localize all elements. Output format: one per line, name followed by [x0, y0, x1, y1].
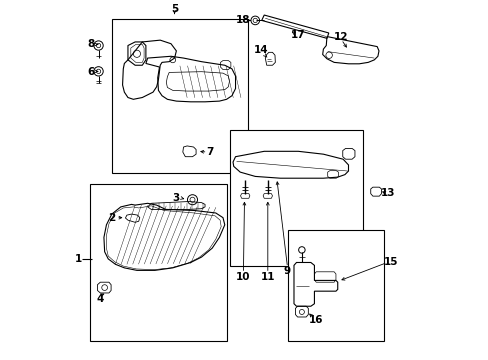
- Bar: [287, 230, 384, 341]
- Text: 3: 3: [172, 193, 180, 203]
- Text: 2: 2: [108, 213, 115, 222]
- Text: 1: 1: [75, 254, 82, 264]
- Text: 9: 9: [284, 266, 290, 276]
- Text: 17: 17: [290, 30, 305, 40]
- Text: 8: 8: [87, 40, 95, 49]
- Bar: [90, 184, 226, 341]
- Text: 6: 6: [87, 67, 95, 77]
- Text: 16: 16: [308, 315, 323, 325]
- Text: 4: 4: [97, 294, 104, 304]
- Text: 12: 12: [333, 32, 348, 41]
- Text: 5: 5: [171, 4, 178, 14]
- Text: 7: 7: [206, 147, 214, 157]
- Text: 13: 13: [380, 188, 394, 198]
- Bar: [230, 130, 362, 266]
- Text: 11: 11: [260, 272, 274, 282]
- Bar: [112, 19, 247, 173]
- Text: 10: 10: [235, 272, 249, 282]
- Text: 15: 15: [383, 257, 397, 267]
- Text: 14: 14: [253, 45, 267, 55]
- Text: 18: 18: [236, 15, 250, 26]
